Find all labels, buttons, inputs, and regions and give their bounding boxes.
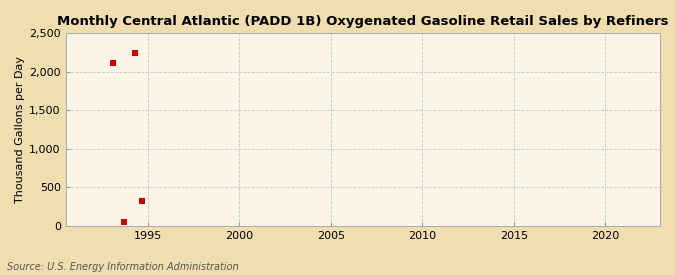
- Title: Monthly Central Atlantic (PADD 1B) Oxygenated Gasoline Retail Sales by Refiners: Monthly Central Atlantic (PADD 1B) Oxyge…: [57, 15, 668, 28]
- Y-axis label: Thousand Gallons per Day: Thousand Gallons per Day: [15, 56, 25, 203]
- Text: Source: U.S. Energy Information Administration: Source: U.S. Energy Information Administ…: [7, 262, 238, 272]
